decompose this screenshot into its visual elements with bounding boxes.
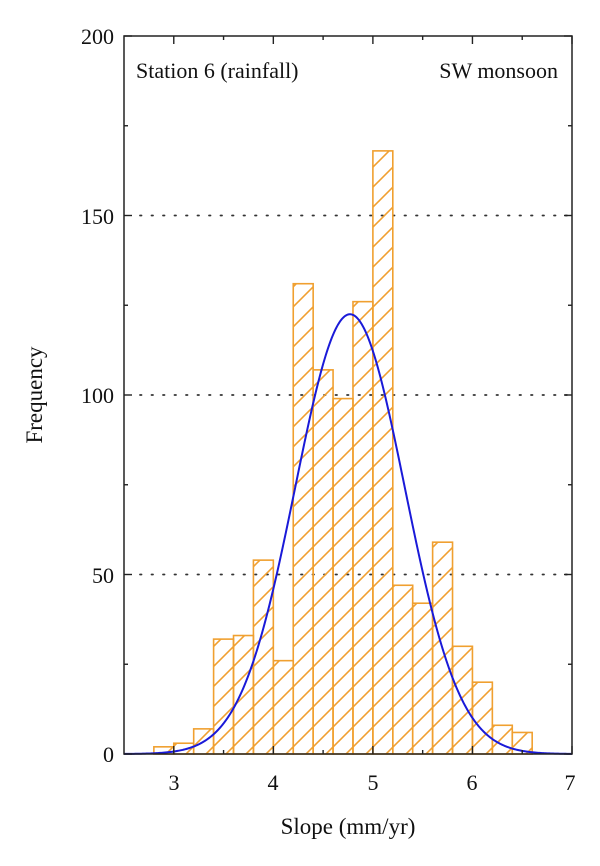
histogram-bar-16 bbox=[471, 681, 494, 755]
histogram-bars bbox=[153, 150, 533, 755]
y-axis-label: Frequency bbox=[22, 346, 47, 444]
y-tick-label-100: 100 bbox=[81, 383, 114, 408]
x-tick-label-6: 6 bbox=[467, 770, 478, 795]
y-tick-label-200: 200 bbox=[81, 24, 114, 49]
histogram-bar-10 bbox=[352, 300, 374, 755]
season-annotation: SW monsoon bbox=[439, 58, 558, 83]
x-tick-label-3: 3 bbox=[169, 770, 180, 795]
histogram-bar-6 bbox=[272, 659, 295, 755]
histogram-bar-17 bbox=[491, 724, 514, 755]
histogram-bar-3 bbox=[212, 638, 235, 755]
histogram-bar-12 bbox=[391, 584, 414, 755]
histogram-bar-13 bbox=[411, 602, 434, 755]
x-tick-label-5: 5 bbox=[368, 770, 379, 795]
histogram-bar-8 bbox=[312, 369, 334, 755]
grid-lines bbox=[139, 214, 571, 576]
x-axis-label: Slope (mm/yr) bbox=[281, 814, 416, 839]
histogram-bar-7 bbox=[292, 282, 314, 755]
station-annotation: Station 6 (rainfall) bbox=[136, 58, 299, 83]
histogram-bar-5 bbox=[252, 559, 275, 755]
y-tick-label-0: 0 bbox=[103, 742, 114, 767]
x-tick-label-7: 7 bbox=[565, 770, 576, 795]
x-tick-label-4: 4 bbox=[268, 770, 279, 795]
histogram-bar-4 bbox=[232, 634, 255, 755]
y-tick-label-150: 150 bbox=[81, 204, 114, 229]
histogram-bar-9 bbox=[332, 397, 354, 755]
axis-ticks bbox=[124, 35, 573, 755]
histogram-bar-11 bbox=[372, 150, 394, 755]
normal-fit-curve bbox=[123, 313, 573, 755]
y-tick-label-50: 50 bbox=[92, 563, 114, 588]
